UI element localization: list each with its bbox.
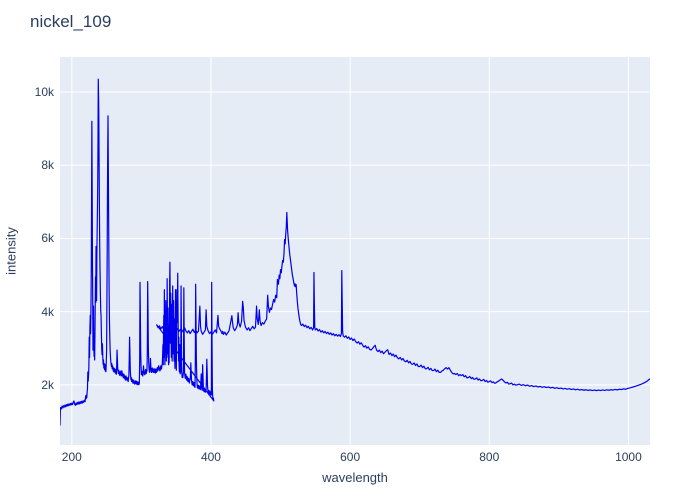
y-tick-label: 10k bbox=[34, 85, 54, 100]
x-axis-title: wavelength bbox=[322, 470, 388, 485]
x-tick-label: 200 bbox=[61, 450, 82, 464]
y-tick-label: 6k bbox=[41, 231, 54, 246]
y-tick-label: 4k bbox=[41, 304, 54, 319]
chart-title: nickel_109 bbox=[30, 12, 112, 31]
y-tick-label: 2k bbox=[41, 377, 54, 392]
y-tick-label: 8k bbox=[41, 158, 54, 173]
plot-area[interactable] bbox=[60, 57, 650, 445]
y-axis-title: intensity bbox=[3, 227, 19, 275]
spectrum-trace bbox=[60, 78, 650, 426]
x-tick-label: 800 bbox=[479, 450, 500, 464]
x-tick-label: 1000 bbox=[615, 450, 642, 464]
x-tick-label: 600 bbox=[340, 450, 361, 464]
spectrum-plot-svg bbox=[60, 57, 650, 445]
x-tick-label: 400 bbox=[200, 450, 221, 464]
